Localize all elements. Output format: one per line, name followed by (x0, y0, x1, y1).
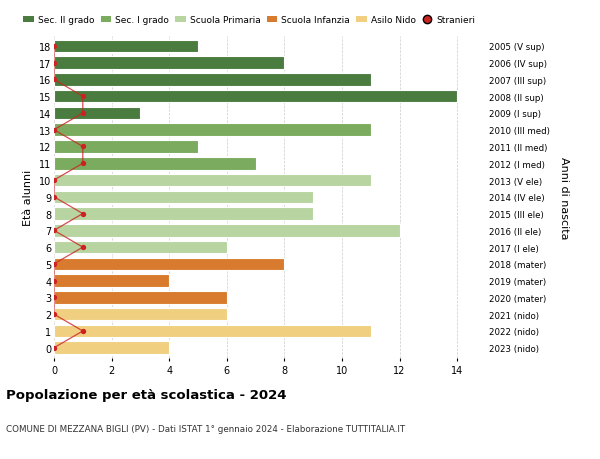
Bar (54, 308, 227, 321)
Bar (54, 157, 256, 170)
Point (49, 227, 59, 235)
Bar (54, 275, 169, 287)
Point (78, 144, 88, 151)
Legend: Sec. II grado, Sec. I grado, Scuola Primaria, Scuola Infanzia, Asilo Nido, Stran: Sec. II grado, Sec. I grado, Scuola Prim… (20, 13, 479, 29)
Text: Popolazione per età scolastica - 2024: Popolazione per età scolastica - 2024 (6, 388, 287, 401)
Bar (54, 291, 227, 304)
Point (78, 210, 88, 218)
Bar (54, 40, 198, 53)
Point (49, 344, 59, 352)
Bar (54, 107, 140, 120)
Point (49, 294, 59, 302)
Bar (54, 91, 457, 103)
Bar (54, 141, 198, 153)
Text: COMUNE DI MEZZANA BIGLI (PV) - Dati ISTAT 1° gennaio 2024 - Elaborazione TUTTITA: COMUNE DI MEZZANA BIGLI (PV) - Dati ISTA… (6, 425, 405, 434)
Point (78, 328, 88, 335)
Bar (54, 258, 284, 271)
Point (49, 261, 59, 268)
Bar (54, 325, 371, 337)
Point (49, 127, 59, 134)
Point (49, 277, 59, 285)
Point (78, 110, 88, 118)
Bar (54, 241, 227, 254)
Point (78, 93, 88, 101)
Point (49, 194, 59, 201)
Point (49, 60, 59, 67)
Bar (54, 74, 371, 86)
Y-axis label: Anni di nascita: Anni di nascita (559, 156, 569, 239)
Bar (54, 224, 400, 237)
Point (49, 311, 59, 318)
Bar (54, 208, 313, 220)
Bar (54, 341, 169, 354)
Bar (54, 174, 371, 187)
Bar (54, 191, 313, 204)
Point (49, 43, 59, 50)
Point (49, 177, 59, 185)
Bar (54, 124, 371, 137)
Point (78, 160, 88, 168)
Point (49, 77, 59, 84)
Point (78, 244, 88, 251)
Y-axis label: Età alunni: Età alunni (23, 169, 33, 225)
Bar (54, 57, 284, 70)
